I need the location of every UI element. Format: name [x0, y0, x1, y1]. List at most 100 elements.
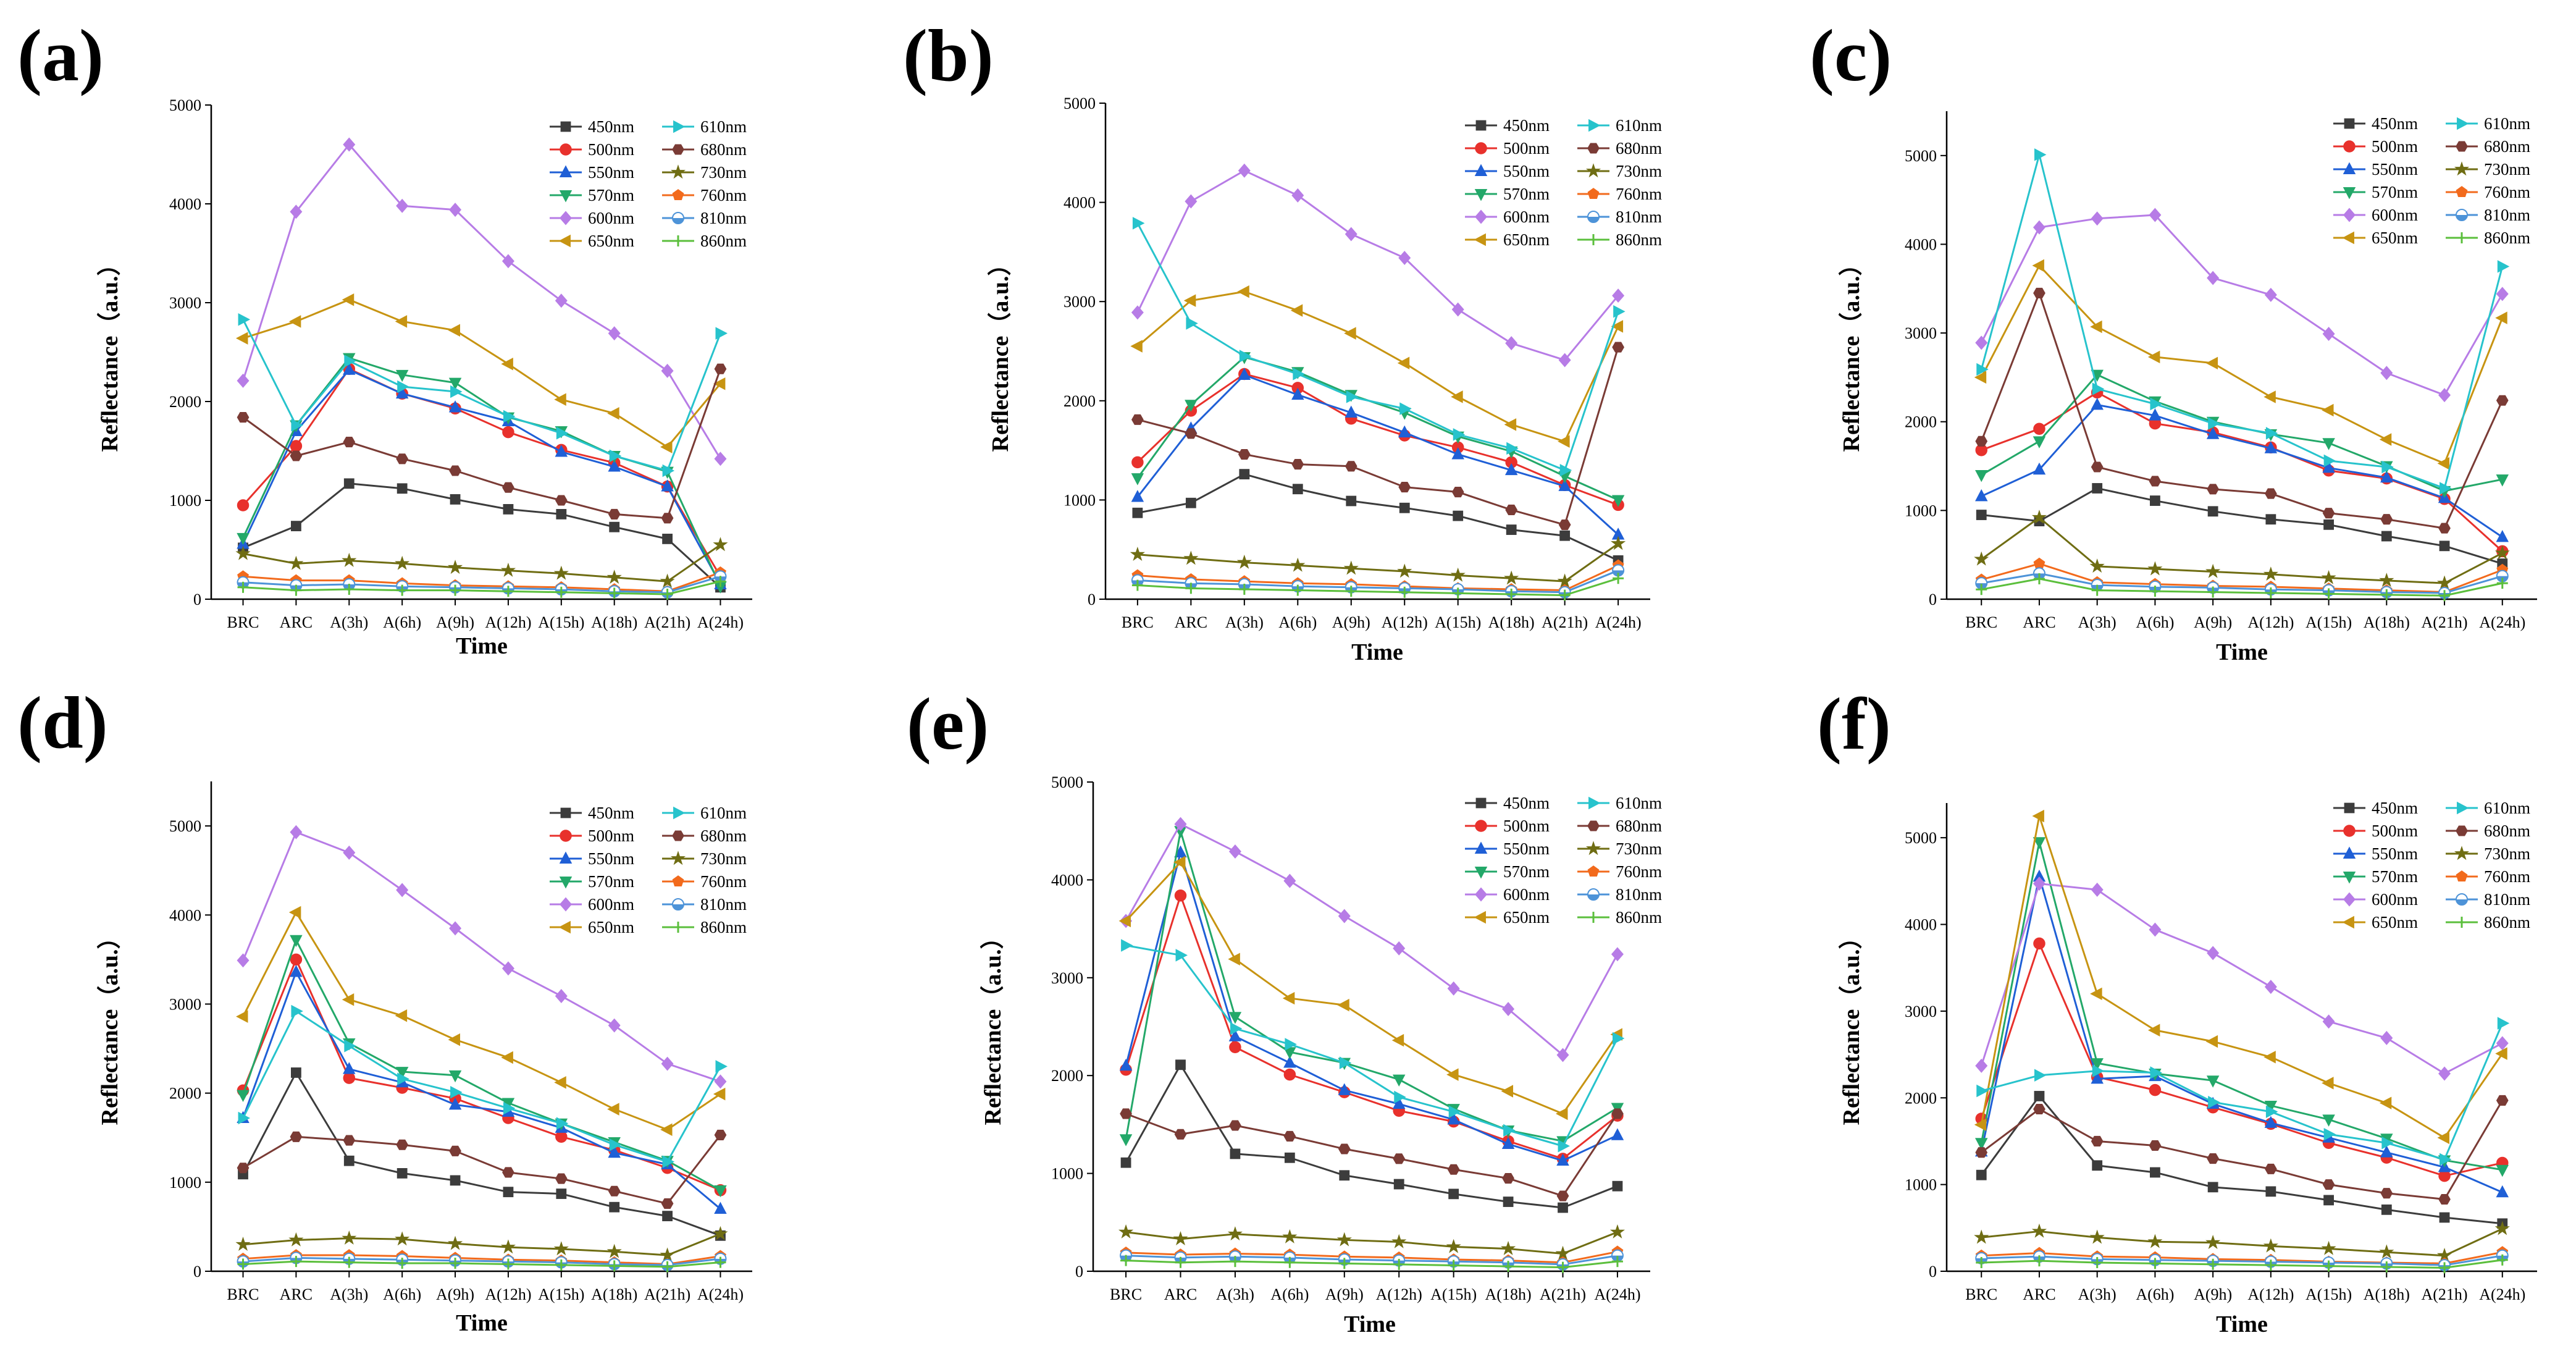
x-tick-label: A(18h) — [1485, 1285, 1532, 1303]
data-point — [661, 513, 674, 524]
data-point — [290, 584, 302, 596]
data-point — [2091, 882, 2104, 897]
data-point — [1609, 1224, 1626, 1239]
data-point — [2033, 937, 2045, 950]
series-860nm — [237, 1256, 726, 1272]
data-point — [2436, 575, 2452, 590]
x-tick-label: A(6h) — [2136, 613, 2174, 631]
data-point — [1131, 456, 1144, 469]
data-point — [1976, 1169, 1987, 1180]
legend-item: 860nm — [1577, 908, 1662, 927]
legend-item: 450nm — [1465, 116, 1550, 135]
series-550nm — [1131, 368, 1625, 540]
legend-label: 550nm — [588, 163, 634, 182]
data-point — [2150, 1167, 2160, 1178]
data-point — [1175, 949, 1188, 962]
data-point — [2263, 390, 2276, 403]
series-450nm — [238, 1067, 726, 1241]
data-point — [2322, 438, 2335, 450]
data-point — [1976, 584, 1987, 595]
legend-item: 810nm — [2446, 890, 2530, 909]
data-point — [1175, 1059, 1186, 1070]
data-point — [396, 1258, 408, 1269]
data-point — [2149, 922, 2162, 937]
data-point — [2439, 590, 2451, 602]
data-point — [1559, 463, 1572, 477]
data-point — [1185, 428, 1198, 439]
data-point — [1448, 1188, 1459, 1200]
series-500nm — [237, 363, 727, 583]
legend-marker — [560, 807, 571, 818]
data-point — [1506, 588, 1517, 600]
data-point — [1338, 909, 1351, 923]
x-tick-label: ARC — [1164, 1285, 1197, 1303]
data-point — [2494, 1221, 2510, 1235]
legend-marker — [2454, 846, 2470, 860]
data-point — [2091, 584, 2103, 596]
y-tick-label: 1000 — [169, 492, 201, 510]
y-tick-label: 4000 — [169, 906, 201, 924]
series-line — [1137, 347, 1619, 526]
series-680nm — [237, 1129, 727, 1209]
series-860nm — [1120, 1255, 1623, 1273]
data-point — [2207, 1182, 2218, 1193]
data-point — [1121, 939, 1133, 952]
data-point — [291, 1004, 303, 1018]
data-point — [1556, 1048, 1569, 1062]
data-point — [2033, 423, 2045, 435]
y-tick-label: 0 — [193, 1263, 201, 1281]
legend-item: 760nm — [662, 186, 747, 204]
legend-item: 650nm — [1465, 230, 1550, 249]
x-tick-label: A(3h) — [330, 1285, 368, 1303]
data-point — [1503, 1197, 1514, 1207]
data-point — [502, 1258, 514, 1270]
data-point — [1130, 340, 1143, 353]
data-point — [553, 565, 569, 580]
series-650nm — [1118, 856, 1622, 1121]
data-point — [2149, 408, 2162, 421]
legend-item: 550nm — [1465, 162, 1550, 180]
data-point — [1185, 497, 1196, 508]
legend-item: 760nm — [2446, 183, 2530, 201]
legend-marker — [560, 211, 572, 225]
data-point — [1974, 551, 1989, 566]
data-point — [448, 377, 462, 390]
data-point — [2147, 561, 2163, 576]
y-tick-label: 1000 — [1064, 491, 1096, 509]
data-point — [555, 293, 568, 308]
data-point — [2496, 1254, 2508, 1266]
data-point — [1451, 390, 1463, 403]
legend-item: 610nm — [662, 117, 747, 136]
y-axis-title: Reflectance（a.u.） — [980, 926, 1006, 1125]
series-600nm — [237, 825, 727, 1089]
data-point — [235, 545, 251, 560]
legend-label: 550nm — [1503, 162, 1550, 180]
legend-item: 680nm — [2446, 822, 2530, 840]
data-point — [1450, 567, 1466, 582]
x-axis-title: Time — [1351, 639, 1403, 665]
y-tick-label: 5000 — [1905, 829, 1937, 847]
legend-marker — [2456, 917, 2467, 928]
y-axis-title: Reflectance（a.u.） — [1839, 253, 1865, 452]
y-tick-label: 4000 — [1905, 916, 1937, 934]
data-point — [555, 586, 567, 598]
series-line — [1980, 841, 2503, 1171]
data-point — [1397, 563, 1412, 578]
series-550nm — [237, 965, 727, 1214]
data-point — [1185, 194, 1198, 209]
data-point — [2437, 456, 2449, 470]
x-tick-label: ARC — [1175, 613, 1207, 631]
x-axis-title: Time — [456, 633, 508, 659]
legend-label: 860nm — [1616, 908, 1662, 927]
data-point — [2263, 566, 2278, 581]
data-point — [2437, 1131, 2449, 1145]
legend-item: 730nm — [1577, 839, 1662, 858]
legend-label: 810nm — [700, 209, 747, 227]
data-point — [288, 1232, 304, 1247]
data-point — [2091, 211, 2104, 226]
legend-marker — [1474, 867, 1488, 879]
data-point — [502, 482, 514, 493]
legend-item: 760nm — [2446, 867, 2530, 886]
legend-marker — [2456, 893, 2468, 906]
legend-label: 760nm — [700, 872, 747, 891]
